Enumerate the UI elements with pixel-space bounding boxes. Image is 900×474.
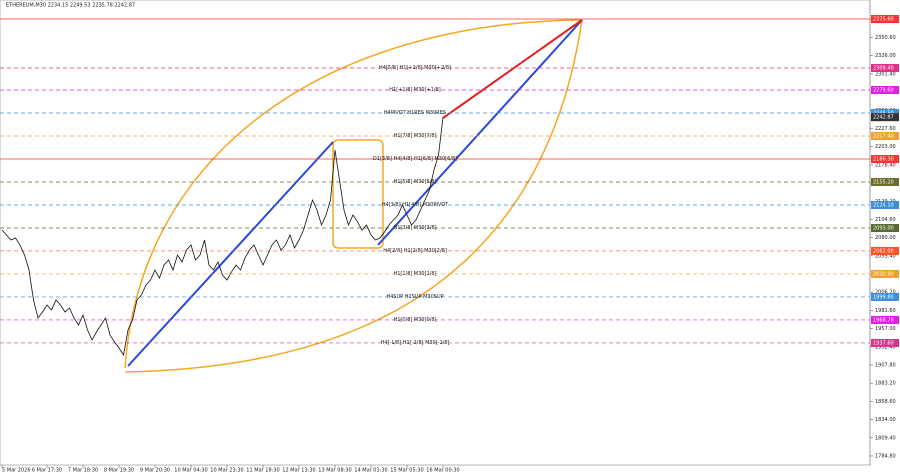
consolidation-box: [332, 139, 384, 249]
x-tick-label: 10 Mar 04:30: [174, 468, 207, 474]
level-label: H1[1/8] M30[1/8]: [393, 271, 436, 277]
arc-upper: [124, 19, 583, 369]
level-label: H1[5/8] M30[5/8]: [393, 179, 436, 185]
y-tick-label: 1834.00: [875, 417, 896, 423]
level-price-label: 2217.40: [873, 134, 894, 140]
level-price-label: 2124.10: [873, 203, 894, 209]
level-price-box: [871, 15, 899, 24]
level-label: H1[3/8] M30[3/8]: [393, 225, 436, 231]
level-label: H4PIVOT H1RES M30RES: [384, 110, 446, 116]
y-tick-label: 2227.60: [875, 126, 896, 132]
y-tick-label: 1957.00: [875, 326, 896, 332]
y-tick-label: 1784.80: [875, 453, 896, 459]
level-price-box: [871, 338, 899, 347]
x-tick-label: 10 Mar 23:30: [210, 468, 243, 474]
level-price-box: [871, 269, 899, 278]
y-tick-label: 1883.20: [875, 381, 896, 387]
level-label: D1[3/8] H4[4/8] H1[6/8] M30[6/8]: [373, 156, 457, 162]
x-tick-label: 11 Mar 18:30: [246, 468, 279, 474]
plot-frame: [0, 0, 871, 466]
level-label: H4[5/8] H1[+2/8] M30[+2/8]: [379, 65, 451, 71]
level-price-label: 1937.60: [873, 340, 894, 346]
x-tick-label: 6 Mar 17:30: [32, 468, 62, 474]
level-label: H1[7/8] M30[7/8]: [393, 133, 436, 139]
level-price-box: [871, 315, 899, 324]
trendline: [377, 19, 583, 246]
level-label: H4[2/8] H1[2/8] M30[2/8]: [383, 248, 447, 254]
level-price-label: 2062.00: [873, 248, 894, 254]
y-tick-label: 2104.60: [875, 217, 896, 223]
y-tick-label: 2350.60: [875, 35, 896, 41]
x-tick-label: 5 Mar 2026: [2, 468, 31, 474]
x-tick-label: 13 Mar 08:30: [318, 468, 351, 474]
chart-title: ETHEREUM,M30 2234.15 2249.53 2235.78 224…: [6, 3, 135, 9]
level-price-label: 1999.80: [873, 294, 894, 300]
level-price-box: [871, 109, 899, 118]
level-price-box: [871, 132, 899, 141]
level-label: H1[+1/8] M30[+1/8]: [389, 87, 441, 93]
x-tick-label: 7 Mar 18:30: [68, 468, 98, 474]
level-price-box: [871, 155, 899, 164]
level-label: H4[3/8] H1[4/8] M30PIVOT: [382, 202, 449, 208]
x-tick-label: 14 Mar 03:30: [354, 468, 387, 474]
y-tick-label: 2055.40: [875, 253, 896, 259]
y-tick-label: 1932.40: [875, 344, 896, 350]
y-tick-label: 2178.40: [875, 162, 896, 168]
level-price-box: [871, 178, 899, 187]
projection-line: [442, 19, 583, 119]
level-price-label: 2093.00: [873, 226, 894, 232]
level-price-box: [871, 246, 899, 255]
y-tick-label: 2326.00: [875, 53, 896, 59]
level-price-box: [871, 201, 899, 210]
x-tick-label: 8 Mar 19:30: [104, 468, 134, 474]
current-price-label: 2242.87: [873, 115, 894, 121]
level-label: H4[-1/8] H1[-2/8] M30[-2/8]: [381, 340, 450, 346]
level-price-label: 1968.70: [873, 317, 894, 323]
y-tick-label: 2301.40: [875, 71, 896, 77]
level-price-box: [871, 86, 899, 95]
y-tick-label: 2006.20: [875, 290, 896, 296]
y-tick-label: 1809.40: [875, 435, 896, 441]
trendline: [127, 141, 334, 367]
level-label: H4SUP H1SUP M30SUP: [386, 294, 443, 300]
x-tick-label: 16 Mar 00:30: [426, 468, 459, 474]
level-price-label: 2030.90: [873, 271, 894, 277]
y-tick-label: 1858.60: [875, 399, 896, 405]
y-tick-label: 1907.80: [875, 363, 896, 369]
arc-lower: [124, 19, 583, 373]
y-tick-label: 2080.00: [875, 235, 896, 241]
level-price-box: [871, 63, 899, 72]
level-label: H1[0/8] M30[0/8]: [393, 317, 436, 323]
level-price-label: 2186.30: [873, 157, 894, 163]
level-price-label: 2375.60: [873, 17, 894, 23]
y-tick-label: 1981.60: [875, 308, 896, 314]
level-price-box: [871, 292, 899, 301]
x-tick-label: 15 Mar 05:30: [390, 468, 423, 474]
level-price-label: 2155.20: [873, 180, 894, 186]
level-price-label: 2309.40: [873, 65, 894, 71]
y-tick-label: 2203.00: [875, 144, 896, 150]
current-price-box: [871, 113, 899, 122]
level-price-label: 2279.60: [873, 88, 894, 94]
price-line: [1, 117, 444, 357]
x-tick-label: 12 Mar 13:30: [282, 468, 315, 474]
x-tick-label: 9 Mar 20:30: [140, 468, 170, 474]
level-price-box: [871, 224, 899, 233]
